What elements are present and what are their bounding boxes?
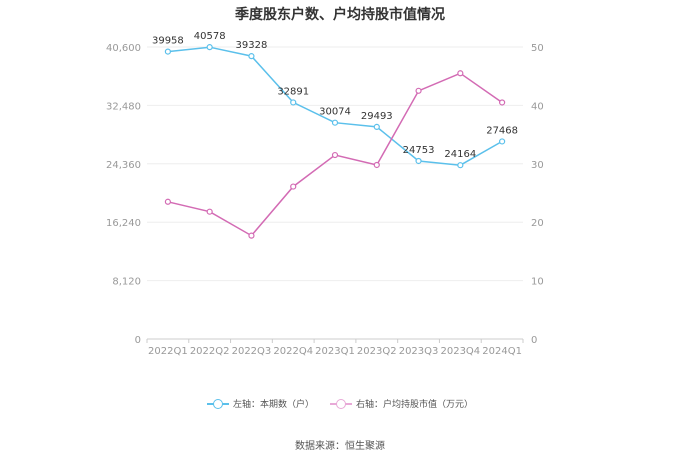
data-source: 数据来源：恒生聚源 [295, 441, 385, 452]
x-tick-label: 2022Q3 [232, 346, 272, 357]
data-point [373, 161, 380, 169]
data-point [415, 87, 422, 94]
legend-swatch-right-icon [330, 398, 352, 409]
data-point [499, 99, 506, 106]
x-tick-label: 2023Q3 [399, 346, 439, 357]
data-point [499, 138, 506, 145]
y-left-tick-label: 40,600 [106, 43, 141, 54]
y-right-tick-label: 40 [531, 101, 544, 112]
data-point [290, 183, 297, 190]
data-point [248, 53, 255, 60]
legend-label-right: 右轴：户均持股市值（万元） [356, 400, 474, 410]
data-label: 30074 [319, 107, 351, 118]
y-left-tick-label: 8,120 [112, 277, 141, 288]
data-label: 32891 [277, 86, 309, 97]
y-left-tick-label: 32,480 [106, 101, 141, 112]
y-right-tick-label: 50 [531, 43, 544, 54]
y-left-tick-label: 16,240 [106, 218, 141, 229]
data-label: 27468 [486, 125, 518, 136]
x-tick-label: 2023Q4 [440, 346, 480, 357]
legend-swatch-left-icon [206, 398, 229, 409]
x-tick-label: 2023Q2 [357, 346, 397, 357]
data-point [415, 157, 422, 165]
data-point [331, 151, 339, 159]
data-label: 29493 [361, 111, 393, 122]
data-label: 39328 [236, 40, 268, 51]
y-left-tick-label: 24,360 [106, 160, 141, 171]
legend-item-left[interactable]: 左轴：本期数（户） [206, 397, 314, 410]
data-point [373, 123, 380, 130]
y-right-tick-label: 10 [531, 277, 544, 288]
x-tick-label: 2022Q4 [273, 346, 313, 357]
y-left-tick-label: 0 [135, 335, 141, 346]
x-tick-label: 2023Q1 [315, 346, 355, 357]
legend-item-right[interactable]: 右轴：户均持股市值（万元） [330, 397, 473, 410]
data-point [290, 99, 297, 106]
chart-title: 季度股东户数、户均持股市值情况 [235, 7, 445, 23]
x-tick-label: 2022Q1 [148, 346, 188, 357]
data-label: 40578 [194, 31, 226, 42]
y-right-tick-label: 0 [531, 335, 537, 346]
data-point [457, 70, 464, 77]
data-label: 24753 [403, 145, 435, 156]
data-point [206, 44, 213, 51]
legend: 左轴：本期数（户） 右轴：户均持股市值（万元） [0, 397, 680, 410]
x-tick-label: 2022Q2 [190, 346, 230, 357]
y-right-tick-label: 30 [531, 160, 544, 171]
data-point [457, 162, 464, 169]
data-point [164, 48, 171, 55]
data-label: 39958 [152, 36, 184, 47]
x-tick-label: 2024Q1 [482, 346, 522, 357]
data-point [206, 208, 213, 215]
data-point [331, 119, 339, 126]
data-label: 24164 [444, 149, 476, 160]
y-right-tick-label: 20 [531, 218, 544, 229]
legend-label-left: 左轴：本期数（户） [232, 400, 314, 410]
data-point [248, 232, 255, 239]
data-point [164, 198, 171, 205]
